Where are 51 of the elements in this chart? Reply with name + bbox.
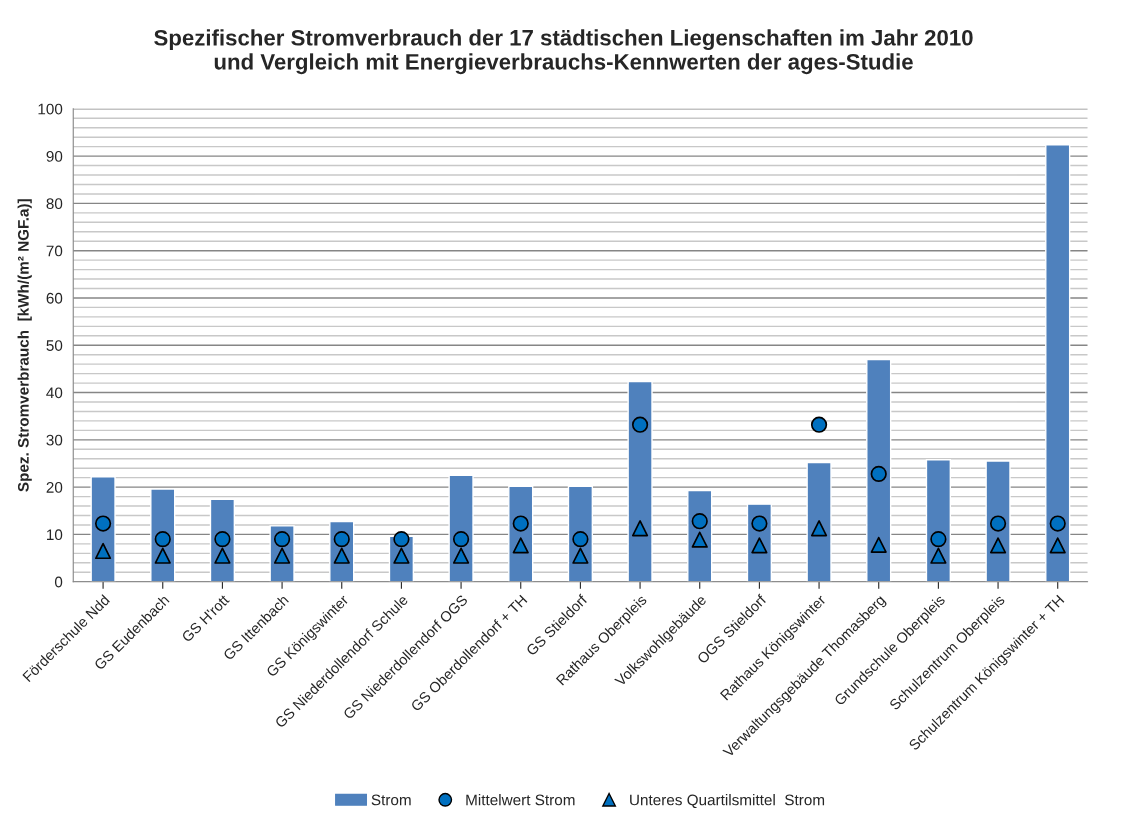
bar [1045, 144, 1071, 582]
y-tick-label: 60 [46, 292, 63, 304]
point [452, 547, 470, 564]
point [512, 515, 529, 532]
y-tick-label: 100 [38, 103, 63, 115]
point [751, 515, 768, 532]
chart-title: Spezifischer Stromverbrauch der 17 städtischen Liegenschaften im Jahr 2010 und Vergleich mit Energieverbrauchs-Kennwerten der ages-Studie [154, 29, 973, 75]
point [393, 531, 410, 548]
point [989, 515, 1007, 532]
point [154, 547, 171, 564]
point [631, 520, 649, 537]
y-axis-title: Spez. Stromverbrauch [kWh/(m² NGF.a)] [17, 199, 32, 492]
point [452, 531, 470, 548]
point [691, 531, 708, 548]
bar [866, 358, 892, 582]
y-tick-label: 0 [54, 576, 63, 588]
point [870, 465, 887, 483]
point [94, 515, 112, 532]
bar [806, 461, 832, 582]
point [154, 531, 171, 548]
point [631, 416, 649, 433]
y-tick-label: 40 [46, 387, 63, 399]
point [572, 531, 589, 548]
y-tick-label: 90 [46, 150, 63, 162]
legend-label: Unteres Quartilsmittel Strom [630, 794, 825, 809]
point [512, 537, 529, 554]
legend-label: Mittelwert Strom [466, 794, 575, 806]
point [273, 531, 291, 548]
point [333, 531, 350, 548]
y-tick-label: 10 [47, 529, 63, 541]
point [572, 547, 589, 564]
point [930, 547, 947, 564]
point [930, 531, 947, 548]
point [810, 520, 828, 537]
point [810, 416, 828, 433]
y-tick-label: 50 [46, 340, 63, 351]
point [214, 531, 231, 548]
point [870, 536, 887, 553]
point [94, 542, 112, 560]
point [1049, 515, 1066, 532]
point [1049, 537, 1066, 554]
y-tick-label: 80 [46, 198, 63, 210]
y-tick-label: 70 [46, 245, 63, 257]
legend-label: Strom [371, 794, 411, 806]
y-tick-label: 30 [46, 434, 63, 446]
y-tick-label: 20 [46, 482, 63, 493]
point [751, 537, 768, 554]
point [214, 547, 231, 564]
bar [627, 380, 653, 582]
point [989, 537, 1007, 554]
point [691, 513, 708, 530]
